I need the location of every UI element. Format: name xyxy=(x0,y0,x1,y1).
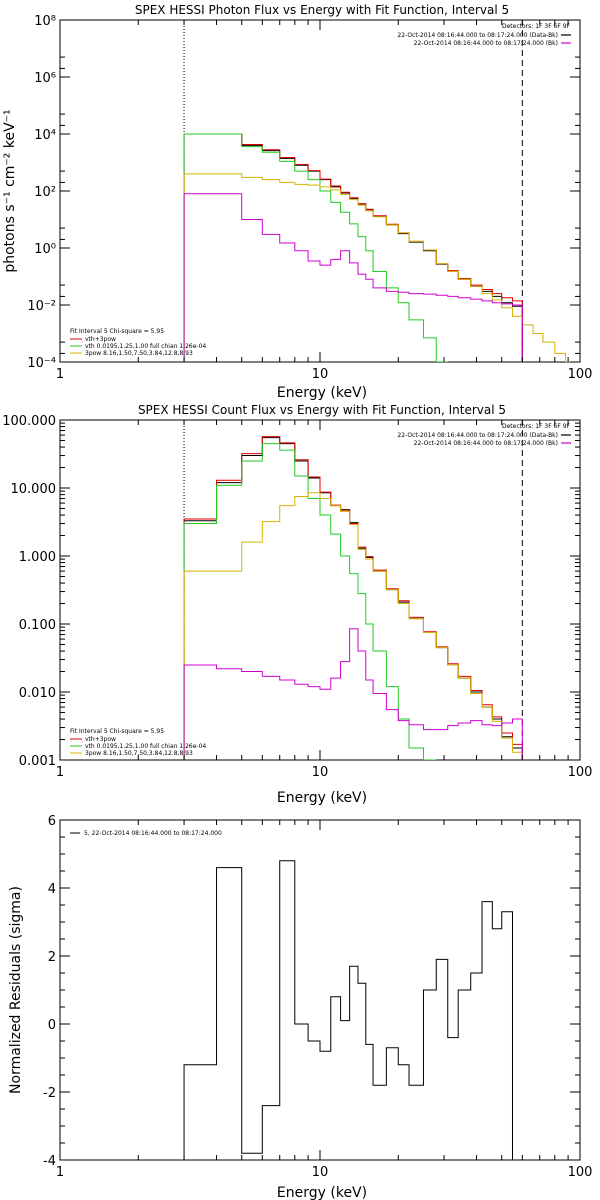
y-tick-label: 10.000 xyxy=(11,482,57,497)
count-flux-frame xyxy=(59,419,581,761)
x-tick-label: 100 xyxy=(568,765,593,780)
series-0-step-line xyxy=(183,133,523,362)
x-tick-label: 1 xyxy=(56,1165,64,1180)
legend-entry-vth: vth 0.0195,1.25,1.00 full chian 1.26e-04 xyxy=(85,343,206,350)
photon-flux-series xyxy=(183,20,580,362)
legend-entry-vth-3pow: vth+3pow xyxy=(85,336,116,343)
series-1-step-line xyxy=(183,133,523,362)
y-tick-label: 100.000 xyxy=(2,414,56,429)
y-tick-label: 6 xyxy=(48,814,56,829)
x-tick-label: 100 xyxy=(568,367,593,382)
residuals-panel: 1 10 100 -4 -2 0 2 4 6 Energy (keV) Normalized R… xyxy=(8,814,592,1200)
residuals-series xyxy=(183,860,513,1160)
y-tick-label: 2 xyxy=(48,950,56,965)
count-flux-xlabel: Energy (keV) xyxy=(277,790,367,806)
photon-flux-legend-bottomleft: Fit Interval 5 Chi-square = 5.95 vth+3po… xyxy=(70,328,206,357)
y-tick-label: 10⁻² xyxy=(27,299,56,314)
series-3-step-line xyxy=(183,492,523,760)
series-4-step-line xyxy=(183,193,523,362)
x-tick-label: 100 xyxy=(568,1165,593,1180)
legend-detectors-header: Detectors: 1F 3F 6F 9F xyxy=(502,23,571,30)
y-tick-label: 0.100 xyxy=(19,618,56,633)
y-tick-label: 4 xyxy=(48,882,56,897)
y-tick-label: -4 xyxy=(43,1154,56,1169)
y-tick-label: 10⁶ xyxy=(34,71,56,86)
x-tick-label: 10 xyxy=(312,367,329,382)
residuals-axes: 1 10 100 -4 -2 0 2 4 6 xyxy=(43,814,592,1180)
series-0-step-line xyxy=(183,860,513,1160)
legend-entry-3pow: 3pow 8.16,1.50,7.50,3.84,12.8,8.93 xyxy=(85,350,193,357)
y-tick-label: 10² xyxy=(34,185,56,200)
count-flux-legend-topright: Detectors: 1F 3F 6F 9F 22-Oct-2014 08:16… xyxy=(397,423,571,447)
y-tick-label: 10⁸ xyxy=(34,14,56,29)
legend-entry-interval: 5, 22-Oct-2014 08:16:44.000 to 08:17:24.… xyxy=(84,830,222,837)
legend-entry-vth: vth 0.0195,1.25,1.00 full chian 1.26e-04 xyxy=(85,743,206,750)
legend-fit-header: Fit Interval 5 Chi-square = 5.95 xyxy=(70,728,164,735)
x-tick-label: 10 xyxy=(312,765,329,780)
x-tick-label: 10 xyxy=(312,1165,329,1180)
y-tick-label: 0.001 xyxy=(19,754,56,769)
residuals-frame xyxy=(59,819,581,1161)
series-4-step-line xyxy=(183,628,523,760)
legend-entry-bk: 22-Oct-2014 08:16:44.000 to 08:17:24.000… xyxy=(414,440,558,447)
photon-flux-title: SPEX HESSI Photon Flux vs Energy with Fi… xyxy=(135,3,509,17)
y-tick-label: 10⁻⁴ xyxy=(27,356,56,371)
series-3-step-line xyxy=(183,173,580,362)
y-tick-label: 0.010 xyxy=(19,686,56,701)
count-flux-axes: 1 10 100 0.001 0.010 0.100 1.000 10.000 100.000 xyxy=(2,414,592,780)
photon-flux-xlabel: Energy (keV) xyxy=(277,385,367,401)
legend-detectors-header: Detectors: 1F 3F 6F 9F xyxy=(502,423,571,430)
legend-entry-data-bk: 22-Oct-2014 08:16:44.000 to 08:17:24.000… xyxy=(397,432,558,439)
residuals-xlabel: Energy (keV) xyxy=(277,1185,367,1200)
legend-fit-header: Fit Interval 5 Chi-square = 5.95 xyxy=(70,328,164,335)
residuals-ylabel: Normalized Residuals (sigma) xyxy=(8,886,24,1094)
residuals-legend: 5, 22-Oct-2014 08:16:44.000 to 08:17:24.… xyxy=(70,830,222,837)
y-tick-label: -2 xyxy=(43,1086,56,1101)
y-tick-label: 10⁴ xyxy=(34,128,56,143)
photon-flux-ylabel: photons s⁻¹ cm⁻² keV⁻¹ xyxy=(2,109,18,272)
series-0-step-line xyxy=(183,437,523,760)
photon-flux-axes: 1 10 100 10⁻⁴ 10⁻² 10⁰ 10² 10⁴ 10⁶ 10⁸ xyxy=(27,14,592,382)
photon-flux-legend-topright: Detectors: 1F 3F 6F 9F 22-Oct-2014 08:16… xyxy=(397,23,571,47)
y-tick-label: 0 xyxy=(48,1018,56,1033)
series-2-step-line xyxy=(183,443,437,760)
legend-entry-data-bk: 22-Oct-2014 08:16:44.000 to 08:17:24.000… xyxy=(397,32,558,39)
count-flux-title: SPEX HESSI Count Flux vs Energy with Fit… xyxy=(138,403,506,417)
count-flux-panel: SPEX HESSI Count Flux vs Energy with Fit… xyxy=(2,403,592,806)
y-tick-label: 1.000 xyxy=(19,550,56,565)
photon-flux-panel: SPEX HESSI Photon Flux vs Energy with Fi… xyxy=(2,3,592,401)
y-tick-label: 10⁰ xyxy=(34,242,56,257)
count-flux-legend-bottomleft: Fit Interval 5 Chi-square = 5.95 vth+3po… xyxy=(70,728,206,757)
legend-entry-bk: 22-Oct-2014 08:16:44.000 to 08:17:24.000… xyxy=(414,40,558,47)
legend-entry-3pow: 3pow 8.16,1.50,7.50,3.84,12.8,8.93 xyxy=(85,750,193,757)
x-tick-label: 1 xyxy=(56,367,64,382)
legend-entry-vth-3pow: vth+3pow xyxy=(85,736,116,743)
series-2-step-line xyxy=(183,133,448,362)
count-flux-series xyxy=(183,420,523,760)
x-tick-label: 1 xyxy=(56,765,64,780)
